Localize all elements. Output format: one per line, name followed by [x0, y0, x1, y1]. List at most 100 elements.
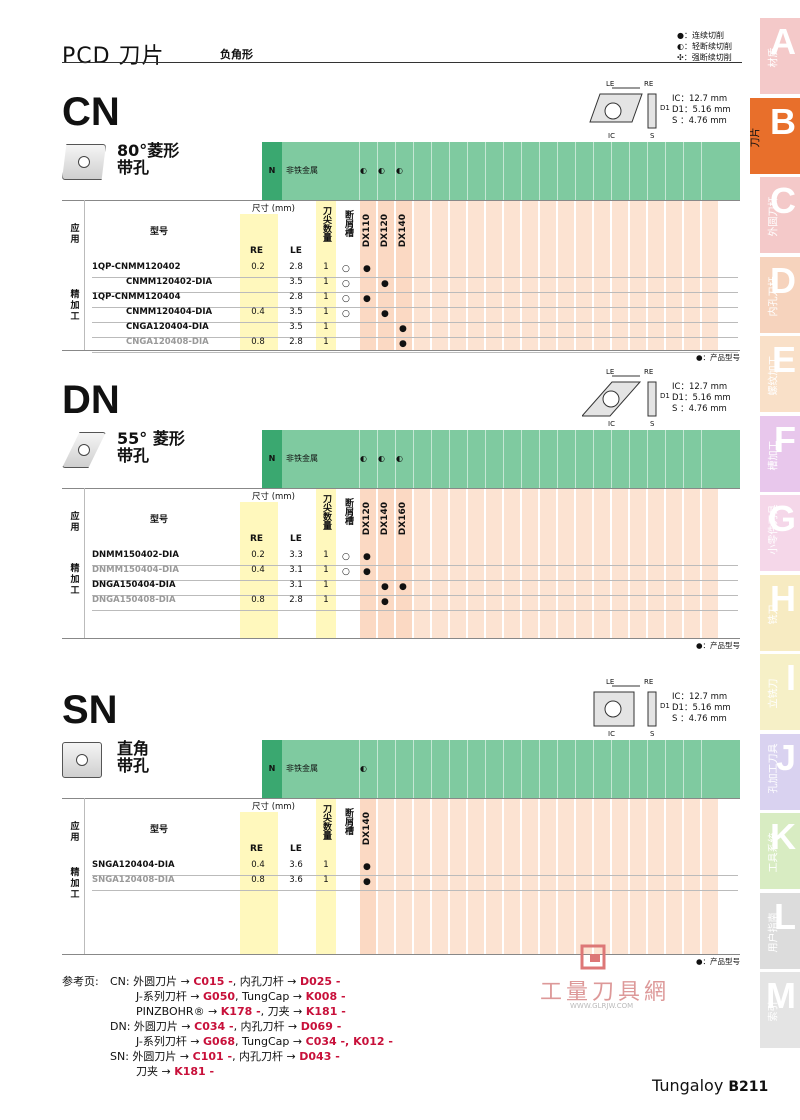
band-divider	[413, 142, 414, 200]
band-divider	[665, 740, 666, 798]
ref-page-link[interactable]: K008 -	[305, 990, 346, 1003]
ref-page-link[interactable]: K181 -	[174, 1065, 215, 1078]
tab-h[interactable]: H 铣刀	[760, 574, 800, 651]
header-divider	[62, 62, 742, 63]
grade-header-dx120: DX120	[362, 502, 372, 536]
band-divider	[467, 430, 468, 488]
re-value: 0.8	[251, 595, 265, 605]
corner-count: 1	[323, 860, 329, 870]
table-row: 1QP-CNMM120404 2.8 1	[62, 292, 412, 307]
tab-k[interactable]: K 工具系统	[760, 813, 800, 889]
diagram-label-le: LE	[606, 80, 615, 88]
ref-page-link[interactable]: K178 -	[220, 1005, 261, 1018]
grade-column	[486, 200, 502, 350]
corner-count: 1	[323, 292, 329, 302]
le-value: 3.6	[289, 860, 303, 870]
chipbreaker-mark: ○	[342, 552, 350, 562]
table-top-border	[62, 200, 740, 201]
band-divider	[377, 430, 378, 488]
availability-dot: ●	[363, 552, 371, 562]
tab-l[interactable]: L 用户指南	[760, 892, 800, 969]
band-divider	[701, 430, 702, 488]
ref-page-link[interactable]: C015 -	[193, 975, 233, 988]
work-material-band: N 非铁金属 ◐ ◐ ◐	[262, 430, 740, 488]
tab-letter: B	[770, 100, 796, 142]
tab-label: 孔加工刀具	[768, 743, 780, 793]
ref-line: 刀夹 → K181 -	[136, 1064, 214, 1079]
diagram-label-d1: D1	[660, 702, 670, 710]
ref-page-link[interactable]: K181 -	[305, 1005, 346, 1018]
tab-b[interactable]: B 刀片	[750, 97, 800, 174]
page-title: PCD 刀片	[62, 44, 165, 69]
grade-column	[540, 798, 556, 954]
band-divider	[431, 740, 432, 798]
band-divider	[395, 142, 396, 200]
row-divider	[92, 352, 738, 353]
dims-column-bg	[240, 214, 278, 350]
model-number: CNMM120402-DIA	[126, 277, 213, 287]
tab-a[interactable]: A 材质	[760, 18, 800, 94]
tab-g[interactable]: G 小零件刀具	[760, 495, 800, 571]
table-row: DNMM150402-DIA 0.2 3.3 1	[62, 550, 412, 565]
tab-c[interactable]: C 外圆刀杆	[760, 177, 800, 253]
shape-angle: 55° 菱形	[117, 429, 185, 448]
band-divider	[593, 142, 594, 200]
shape-hole: 带孔	[117, 446, 150, 465]
ref-page-link[interactable]: C034 -	[194, 1020, 234, 1033]
grade-column	[414, 488, 430, 638]
diagram-label-d1: D1	[660, 392, 670, 400]
insert-diagram: LE RE IC S D1	[580, 368, 692, 434]
tab-m[interactable]: M 索引	[760, 972, 800, 1048]
shape-angle: 80°菱形	[117, 141, 180, 160]
ref-page-link[interactable]: G050	[203, 990, 236, 1003]
grade-column	[576, 488, 592, 638]
ref-text: J-系列刀杆 →	[136, 990, 204, 1003]
grade-column	[702, 200, 718, 350]
ref-page-link[interactable]: D043 -	[299, 1050, 340, 1063]
ref-page-link[interactable]: C034 -, K012 -	[305, 1035, 393, 1048]
availability-dot: ●	[381, 582, 389, 592]
diagram-label-s: S	[650, 730, 655, 738]
material-n: N	[262, 740, 282, 798]
ref-page-link[interactable]: D025 -	[299, 975, 341, 988]
tab-f[interactable]: F 槽加工	[760, 415, 800, 492]
insert-diagram-icon	[580, 375, 657, 417]
ref-page-link[interactable]: C101 -	[192, 1050, 233, 1063]
ref-page-link[interactable]: D069 -	[300, 1020, 342, 1033]
re-header: RE	[250, 534, 264, 544]
insert-shape-icon	[62, 742, 102, 778]
grade-column	[612, 200, 628, 350]
chipbreaker-mark: ○	[342, 294, 350, 304]
ref-text: J-系列刀杆 →	[136, 1035, 204, 1048]
tab-e[interactable]: E 螺纹加工	[760, 336, 800, 412]
spec-line: IC：12.7 mm	[672, 94, 728, 104]
corner-count: 1	[323, 322, 329, 332]
tab-i[interactable]: I 立铣刀	[760, 654, 800, 730]
grade-column	[504, 200, 520, 350]
ref-text: DN: 外圆刀片 →	[110, 1020, 195, 1033]
tab-d[interactable]: D 内孔刀杆	[760, 256, 800, 333]
watermark-title: 工量刀具網	[540, 980, 671, 1005]
grade-column	[360, 488, 376, 638]
grade-column	[684, 200, 700, 350]
model-number: CNGA120404-DIA	[126, 322, 209, 332]
grade-column	[630, 200, 646, 350]
availability-dot: ●	[363, 862, 371, 872]
tab-j[interactable]: J 孔加工刀具	[760, 733, 800, 810]
corner-column-bg	[316, 200, 336, 350]
le-value: 3.1	[289, 580, 303, 590]
finishing-label: 精加工	[70, 868, 80, 900]
grade-column	[540, 488, 556, 638]
band-divider	[629, 430, 630, 488]
corner-count: 1	[323, 875, 329, 885]
grade-column	[450, 488, 466, 638]
availability-dot: ●	[363, 567, 371, 577]
grade-column	[612, 798, 628, 954]
model-number: DNGA150408-DIA	[92, 595, 176, 605]
dims-column-bg	[240, 502, 278, 638]
material-n: N	[262, 142, 282, 200]
ref-page-link[interactable]: G068	[203, 1035, 236, 1048]
tab-label: 立铣刀	[768, 678, 780, 709]
watermark-logo-icon	[580, 944, 606, 970]
model-number: DNGA150404-DIA	[92, 580, 176, 590]
